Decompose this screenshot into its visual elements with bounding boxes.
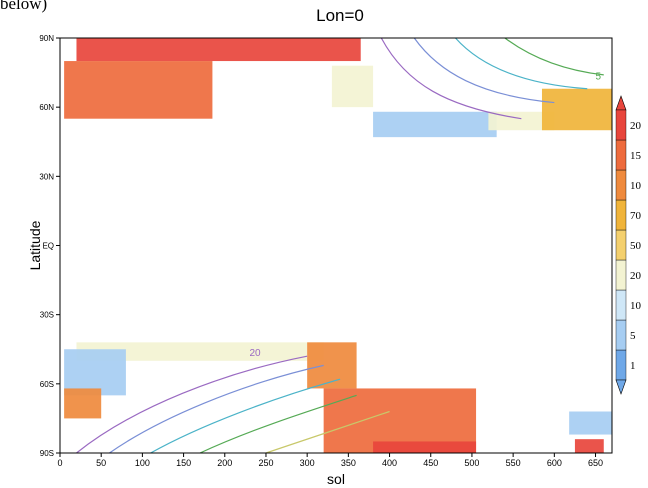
contour-line	[109, 364, 324, 454]
shaded-region	[64, 61, 213, 119]
contour-line	[265, 410, 390, 454]
colorbar-swatch	[615, 319, 627, 351]
colorbar-swatch	[615, 289, 627, 321]
colorbar-tick-label: 20	[630, 120, 642, 132]
shaded-region	[373, 111, 497, 138]
contour-line	[455, 37, 588, 90]
shaded-region	[569, 411, 612, 435]
colorbar-swatch	[615, 169, 627, 201]
colorbar-tick-label: 15	[630, 150, 642, 162]
colorbar-tick-label: 5	[630, 330, 636, 342]
colorbar-swatch	[615, 139, 627, 171]
colorbar-tick-label: 10	[630, 300, 642, 312]
x-tick-label: 50	[96, 458, 106, 468]
x-tick-label: 550	[506, 458, 521, 468]
shaded-region	[307, 342, 357, 389]
colorbar-swatch	[615, 229, 627, 261]
y-tick-label: 60S	[40, 380, 54, 389]
shaded-region	[373, 441, 477, 453]
colorbar-tick-label: 20	[630, 270, 642, 282]
x-tick-label: 0	[57, 458, 62, 468]
shaded-region	[331, 65, 374, 108]
y-tick-label: EQ	[42, 242, 54, 251]
colorbar-swatch	[615, 199, 627, 231]
x-tick-label: 450	[423, 458, 438, 468]
x-axis-label: sol	[327, 471, 345, 487]
x-tick-label: 500	[464, 458, 479, 468]
chart-title: Lon=0	[316, 6, 364, 25]
contour-line	[199, 394, 357, 454]
shaded-region	[76, 38, 361, 62]
contour-line	[76, 355, 308, 454]
colorbar-tick-label: 70	[630, 210, 642, 222]
colorbar-tick-label: 1	[630, 360, 636, 372]
y-tick-label: 90S	[40, 449, 54, 458]
x-tick-label: 250	[258, 458, 273, 468]
y-tick-label: 30S	[40, 311, 54, 320]
colorbar-tick-label: 10	[630, 180, 642, 192]
shaded-region	[574, 439, 604, 453]
y-tick-label: 90N	[39, 34, 54, 43]
contour-line	[150, 378, 341, 454]
x-tick-label: 350	[341, 458, 356, 468]
x-tick-label: 400	[382, 458, 397, 468]
shaded-region	[64, 349, 126, 396]
colorbar-tick-label: 50	[630, 240, 642, 252]
x-tick-label: 150	[176, 458, 191, 468]
header-fragment: below)	[0, 0, 48, 13]
contour-line	[504, 37, 604, 76]
shaded-region	[64, 388, 102, 419]
contour-label-20: 20	[249, 348, 261, 359]
x-tick-label: 650	[588, 458, 603, 468]
colorbar-swatch	[615, 259, 627, 291]
colorbar-swatch	[615, 349, 627, 381]
x-tick-label: 600	[547, 458, 562, 468]
y-tick-label: 30N	[39, 172, 54, 181]
y-axis-label: Latitude	[27, 220, 43, 270]
x-tick-label: 200	[217, 458, 232, 468]
x-tick-label: 100	[135, 458, 150, 468]
contour-label-5: 5	[596, 72, 602, 83]
shaded-region	[541, 88, 612, 131]
colorbar-bottom-arrow	[615, 379, 627, 395]
contour-line	[413, 37, 555, 104]
y-tick-label: 60N	[39, 103, 54, 112]
colorbar-swatch	[615, 109, 627, 141]
contour-line	[380, 37, 522, 120]
colorbar-top-arrow	[615, 95, 627, 111]
x-tick-label: 300	[300, 458, 315, 468]
shaded-region	[76, 342, 324, 361]
